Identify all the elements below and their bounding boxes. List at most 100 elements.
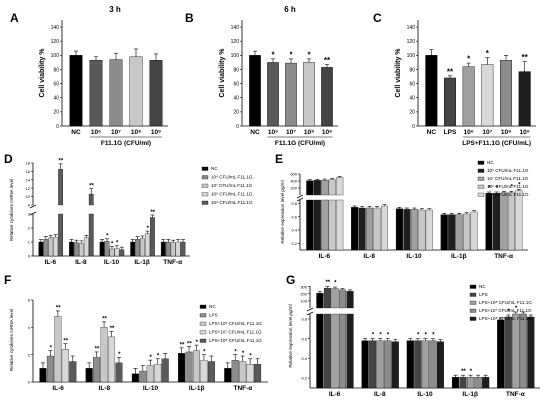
legend-label: 10⁸ CFU/mL F11.1G	[487, 184, 529, 189]
legend-swatch	[469, 300, 477, 305]
y-tick-label: 2	[28, 226, 31, 231]
group-label: F11.1G (CFU/ml)	[275, 140, 325, 147]
panel-label-g: G	[286, 273, 295, 287]
legend-swatch	[199, 330, 207, 335]
significance-marker: *	[147, 226, 150, 232]
significance-marker: *	[496, 185, 499, 191]
bar	[145, 233, 150, 257]
bar	[88, 213, 94, 257]
bar	[303, 62, 315, 127]
panel-label-e: E	[275, 152, 283, 166]
y-tick-label: 3	[28, 212, 31, 217]
x-tick-label: IL-8	[374, 391, 386, 398]
bar	[497, 319, 505, 389]
panel-label-a: A	[10, 11, 19, 25]
x-tick-label: IL-8	[75, 259, 87, 266]
y-tick-label: 100	[300, 299, 307, 304]
x-tick-label: 10⁶	[91, 129, 101, 136]
x-tick-label: NC	[250, 129, 260, 136]
axis-break-mark	[306, 307, 314, 316]
y-tick-label: 20	[233, 110, 239, 116]
legend-label: 10⁷ CFU/mL F11.1G	[211, 183, 253, 188]
legend-label: 10⁷ CFU/mL F11.1G	[487, 176, 529, 181]
x-tick-label: TNF-α	[506, 391, 525, 398]
bar	[448, 214, 456, 251]
x-tick-label: 10⁸	[501, 129, 511, 136]
legend-swatch	[199, 304, 207, 309]
bar	[518, 71, 531, 127]
significance-marker: **	[150, 210, 155, 216]
bar	[436, 341, 444, 389]
significance-marker: *	[515, 306, 518, 312]
significance-marker: *	[50, 345, 53, 351]
x-tick-label: IL-1β	[134, 259, 150, 266]
legend-swatch	[477, 176, 485, 181]
bar	[462, 66, 475, 127]
bar	[89, 60, 103, 127]
y-tick-label: 0.8	[301, 317, 307, 322]
bar	[328, 179, 336, 196]
y-tick-label: 140	[407, 25, 416, 31]
bar	[58, 169, 64, 206]
legend-swatch	[477, 168, 485, 173]
bar	[114, 248, 120, 257]
chart-b: 0 20 40 60 80 100 120 140 Cell viability % 6 h NC *…	[219, 5, 338, 147]
bar	[249, 55, 261, 127]
x-tick-label: TNF-α	[494, 253, 513, 260]
significance-marker: *	[289, 50, 293, 59]
bar	[207, 361, 215, 383]
legend-swatch	[201, 183, 209, 188]
chart-g: 100 200 300 0.2 0.4 0.6 0.8 Relative expression…	[288, 280, 540, 398]
y-tick-label: 2	[28, 352, 31, 357]
bar	[492, 193, 501, 251]
significance-marker: *	[488, 185, 491, 191]
significance-marker: *	[507, 309, 510, 315]
legend-swatch	[199, 313, 207, 318]
y-tick-label: 0.2	[291, 241, 297, 246]
y-axis-label: Relative cytokines mRNA level	[9, 309, 14, 371]
y-tick-label: 100	[231, 53, 240, 59]
bar	[321, 199, 329, 251]
bar	[306, 180, 314, 196]
bar	[463, 213, 471, 251]
legend-swatch	[201, 192, 209, 197]
bar	[316, 292, 324, 309]
legend-swatch	[469, 292, 477, 297]
significance-marker: **	[522, 53, 529, 62]
bar	[358, 207, 366, 251]
bar	[185, 351, 193, 383]
x-tick-label: 10⁹	[151, 129, 161, 136]
y-tick-label: 12	[26, 186, 31, 191]
y-tick-label: 120	[231, 39, 240, 45]
bar	[54, 316, 62, 383]
y-tick-label: 400	[290, 179, 297, 184]
bar	[500, 192, 508, 251]
y-axis-label: Relative expression level pg/ml	[288, 304, 293, 367]
bar	[459, 376, 467, 389]
legend-swatch	[477, 192, 485, 197]
y-axis-label: Relative cytokines mRNA level	[9, 179, 14, 241]
x-tick-label: 10⁶	[268, 129, 278, 136]
significance-marker: *	[425, 333, 428, 339]
significance-marker: *	[106, 234, 109, 240]
x-tick-label: 10⁷	[286, 129, 296, 136]
bar	[455, 214, 463, 251]
bar	[515, 190, 523, 251]
panel-label-c: C	[373, 11, 382, 25]
bar	[373, 207, 381, 251]
bar	[109, 59, 123, 127]
y-tick-label: 100	[51, 53, 60, 59]
significance-marker: *	[432, 333, 435, 339]
significance-marker: **	[325, 280, 330, 286]
bar	[175, 241, 181, 257]
bar	[69, 241, 74, 257]
y-tick-label: 0.2	[301, 376, 307, 381]
significance-marker: *	[518, 183, 521, 189]
bar	[321, 67, 333, 127]
chart-title: 6 h	[284, 5, 296, 14]
bar	[313, 180, 321, 196]
x-tick-label: IL-8	[363, 253, 375, 260]
bar	[239, 361, 247, 383]
bar	[366, 207, 374, 251]
